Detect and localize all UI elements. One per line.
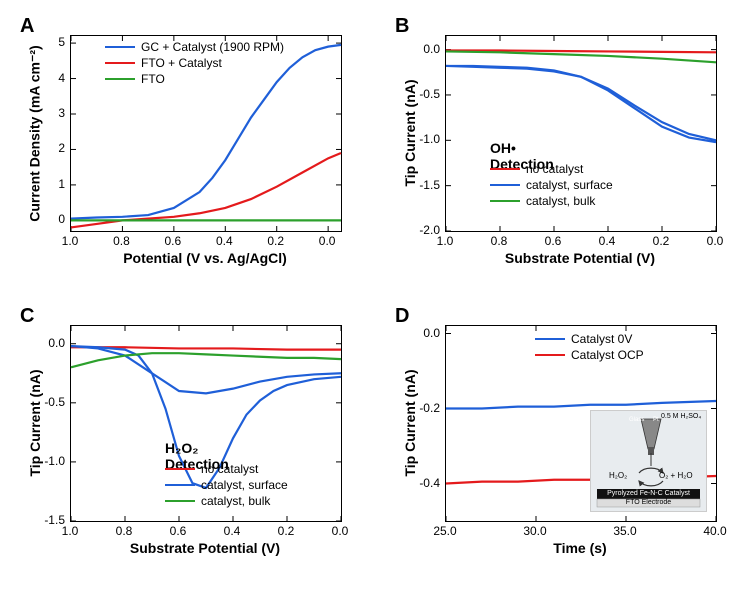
- x-tick-label: 0.4: [216, 234, 233, 248]
- legend-swatch: [105, 78, 135, 81]
- figure: A GC + Catalyst (1900 RPM)FTO + Catalyst…: [10, 10, 735, 589]
- panel-d-inset: 0.5 M H₂SO₄ Glass Pt H₂O₂ O₂ + H₂O Pyrol…: [590, 410, 707, 512]
- legend-label: catalyst, surface: [526, 178, 613, 192]
- x-tick-label: 0.0: [332, 524, 349, 538]
- y-tick-label: -1.5: [415, 178, 440, 192]
- y-tick-label: 4: [40, 71, 65, 85]
- y-tick-label: 1: [40, 177, 65, 191]
- y-tick-label: 0: [40, 212, 65, 226]
- y-tick-label: -0.5: [415, 87, 440, 101]
- panel-c-label: C: [20, 305, 34, 328]
- y-tick-label: 0.0: [415, 326, 440, 340]
- y-tick-label: -1.0: [415, 132, 440, 146]
- x-tick-label: 0.6: [165, 234, 182, 248]
- y-tick-label: -0.5: [40, 395, 65, 409]
- x-tick-label: 0.8: [491, 234, 508, 248]
- panel-c-ylabel: Tip Current (nA): [27, 333, 43, 513]
- legend-label: no catalyst: [526, 162, 583, 176]
- x-tick-label: 0.0: [707, 234, 724, 248]
- legend-swatch: [490, 184, 520, 187]
- y-tick-label: 2: [40, 141, 65, 155]
- panel-c-xlabel: Substrate Potential (V): [70, 540, 340, 556]
- panel-a-legend: GC + Catalyst (1900 RPM) FTO + Catalyst FT…: [105, 40, 284, 88]
- legend-label: catalyst, surface: [201, 478, 288, 492]
- legend-swatch: [535, 338, 565, 341]
- legend-item: catalyst, surface: [490, 178, 613, 192]
- legend-label: catalyst, bulk: [201, 494, 270, 508]
- panel-a-ylabel: Current Density (mA cm⁻²): [27, 34, 44, 234]
- legend-label: GC + Catalyst (1900 RPM): [141, 40, 284, 54]
- legend-label: FTO: [141, 72, 165, 86]
- inset-electrode-label: FTO Electrode: [591, 499, 706, 506]
- series-line: [71, 353, 341, 367]
- y-tick-label: 5: [40, 35, 65, 49]
- x-tick-label: 0.2: [267, 234, 284, 248]
- legend-label: Catalyst OCP: [571, 348, 644, 362]
- legend-item: no catalyst: [490, 162, 613, 176]
- legend-label: Catalyst 0V: [571, 332, 632, 346]
- y-tick-label: 0.0: [40, 336, 65, 350]
- inset-electrolyte: 0.5 M H₂SO₄: [661, 413, 701, 420]
- x-tick-label: 0.8: [116, 524, 133, 538]
- legend-item: Catalyst 0V: [535, 332, 644, 346]
- panel-b-label: B: [395, 15, 409, 38]
- panel-d-label: D: [395, 305, 409, 328]
- legend-swatch: [105, 46, 135, 49]
- legend-item: catalyst, bulk: [165, 494, 288, 508]
- panel-a-xlabel: Potential (V vs. Ag/AgCl): [70, 250, 340, 266]
- panel-b-xlabel: Substrate Potential (V): [445, 250, 715, 266]
- legend-item: GC + Catalyst (1900 RPM): [105, 40, 284, 54]
- y-tick-label: 0.0: [415, 42, 440, 56]
- series-line: [446, 66, 716, 140]
- legend-label: catalyst, bulk: [526, 194, 595, 208]
- x-tick-label: 0.4: [599, 234, 616, 248]
- legend-swatch: [165, 484, 195, 487]
- x-tick-label: 0.6: [170, 524, 187, 538]
- x-tick-label: 1.0: [62, 234, 79, 248]
- legend-label: FTO + Catalyst: [141, 56, 222, 70]
- series-line: [446, 401, 716, 409]
- panel-b-legend: no catalyst catalyst, surface catalyst, bu…: [490, 162, 613, 210]
- legend-swatch: [490, 168, 520, 171]
- y-tick-label: -0.4: [415, 476, 440, 490]
- panel-d-legend: Catalyst 0V Catalyst OCP: [535, 332, 644, 364]
- x-tick-label: 0.2: [653, 234, 670, 248]
- y-tick-label: 3: [40, 106, 65, 120]
- legend-item: catalyst, surface: [165, 478, 288, 492]
- legend-swatch: [165, 468, 195, 471]
- x-tick-label: 0.6: [545, 234, 562, 248]
- inset-tip-pt: Pt: [653, 417, 659, 423]
- x-tick-label: 0.4: [224, 524, 241, 538]
- x-tick-label: 30.0: [523, 524, 546, 538]
- legend-swatch: [490, 200, 520, 203]
- legend-item: FTO: [105, 72, 284, 86]
- x-tick-label: 25.0: [433, 524, 456, 538]
- x-tick-label: 0.2: [278, 524, 295, 538]
- series-line: [71, 346, 341, 393]
- y-tick-label: -2.0: [415, 223, 440, 237]
- legend-label: no catalyst: [201, 462, 258, 476]
- x-tick-label: 40.0: [703, 524, 726, 538]
- legend-swatch: [105, 62, 135, 65]
- legend-swatch: [535, 354, 565, 357]
- legend-item: catalyst, bulk: [490, 194, 613, 208]
- panel-d-xlabel: Time (s): [445, 540, 715, 556]
- x-tick-label: 0.0: [319, 234, 336, 248]
- legend-item: no catalyst: [165, 462, 288, 476]
- x-tick-label: 35.0: [613, 524, 636, 538]
- panel-c-legend: no catalyst catalyst, surface catalyst, bu…: [165, 462, 288, 510]
- inset-catalyst-label: Pyrolyzed Fe-N-C Catalyst: [591, 490, 706, 497]
- inset-h2o2: H₂O₂: [609, 471, 627, 480]
- y-tick-label: -1.0: [40, 454, 65, 468]
- x-tick-label: 0.8: [113, 234, 130, 248]
- legend-item: FTO + Catalyst: [105, 56, 284, 70]
- legend-swatch: [165, 500, 195, 503]
- inset-o2h2o: O₂ + H₂O: [659, 471, 693, 480]
- legend-item: Catalyst OCP: [535, 348, 644, 362]
- inset-tip-glass: Glass: [629, 417, 644, 423]
- y-tick-label: -1.5: [40, 513, 65, 527]
- y-tick-label: -0.2: [415, 401, 440, 415]
